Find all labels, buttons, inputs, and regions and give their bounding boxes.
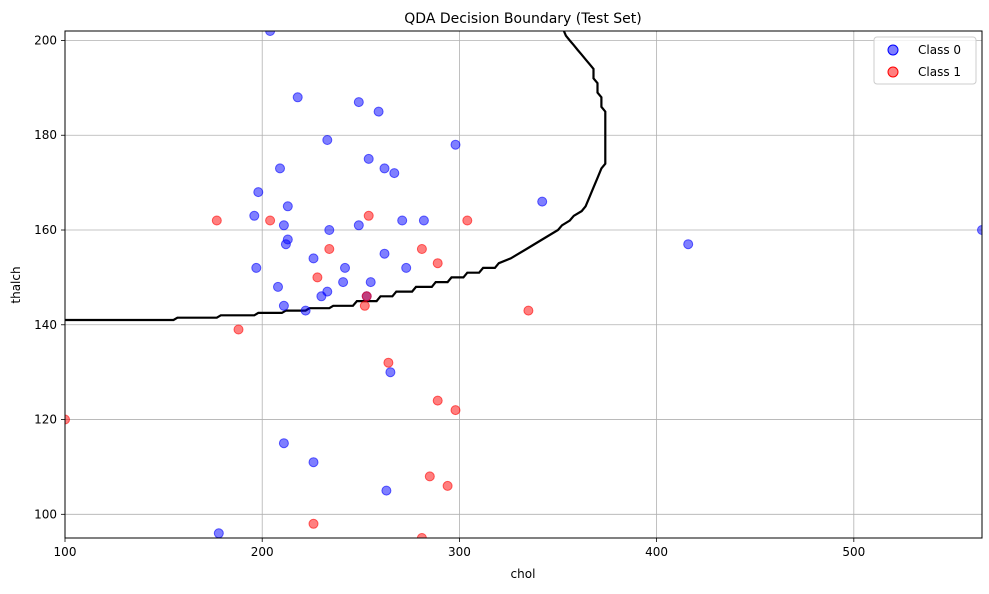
data-point-class-0	[278, 300, 289, 311]
data-point-class-0	[353, 97, 364, 108]
data-point-class-0	[251, 262, 262, 273]
plot-frame	[64, 30, 983, 539]
y-tick-label: 200	[34, 33, 57, 47]
x-tick-label: 400	[645, 545, 668, 559]
data-point-class-1	[233, 324, 244, 335]
data-point-class-1	[450, 405, 461, 416]
data-point-class-1	[359, 300, 370, 311]
data-point-class-0	[385, 367, 396, 378]
data-point-class-1	[416, 533, 427, 538]
data-point-class-1	[361, 291, 372, 302]
data-point-class-0	[275, 163, 285, 174]
data-point-class-1	[383, 357, 394, 368]
data-point-class-0	[338, 277, 349, 288]
data-point-class-0	[537, 196, 548, 207]
data-point-class-0	[278, 220, 289, 231]
data-point-class-1	[265, 215, 276, 226]
x-axis-label: chol	[511, 567, 536, 581]
data-point-class-1	[442, 480, 453, 491]
data-point-class-0	[308, 457, 319, 468]
legend: Class 0 Class 1	[873, 36, 977, 85]
data-point-class-0	[373, 106, 384, 117]
data-point-class-1	[462, 215, 473, 226]
x-tick-label: 100	[54, 545, 77, 559]
data-point-class-1	[432, 258, 443, 269]
data-point-class-0	[418, 215, 429, 226]
data-point-class-0	[249, 210, 260, 221]
data-point-class-0	[278, 438, 289, 449]
data-point-class-1	[523, 305, 534, 316]
grid	[64, 31, 982, 538]
y-tick-label: 180	[34, 128, 57, 142]
data-point-class-0	[316, 291, 327, 302]
points-layer	[65, 31, 982, 538]
y-tick-label: 160	[34, 223, 57, 237]
data-point-class-0	[282, 201, 293, 212]
y-tick-label: 100	[34, 507, 57, 521]
data-point-class-1	[424, 471, 435, 482]
data-point-class-1	[324, 244, 335, 254]
data-point-class-0	[353, 220, 364, 231]
data-point-class-0	[300, 305, 311, 316]
data-point-class-0	[977, 225, 982, 235]
data-point-class-0	[389, 168, 400, 179]
data-point-class-0	[324, 225, 335, 235]
data-point-class-1	[363, 210, 374, 221]
data-point-class-0	[683, 239, 694, 250]
data-point-class-1	[312, 272, 323, 283]
data-point-class-0	[397, 215, 408, 226]
legend-label-class-1: Class 1	[918, 65, 961, 79]
data-point-class-0	[363, 153, 374, 164]
legend-marker-class-1	[887, 66, 899, 78]
legend-marker-class-0	[887, 44, 899, 56]
data-point-class-0	[213, 528, 224, 538]
data-point-class-0	[450, 139, 461, 150]
data-point-class-0	[273, 281, 283, 292]
data-point-class-1	[65, 414, 70, 425]
data-point-class-1	[308, 518, 319, 529]
data-point-class-0	[265, 31, 276, 36]
y-tick-label: 120	[34, 413, 57, 427]
data-point-class-0	[322, 135, 333, 145]
data-point-class-1	[432, 395, 443, 406]
data-point-class-0	[253, 187, 264, 198]
data-point-class-1	[416, 244, 427, 254]
data-point-class-0	[381, 485, 392, 496]
data-point-class-0	[401, 262, 412, 273]
ticks: 100 200 300 400 500 100 120 140 160 180 200	[34, 33, 865, 559]
legend-label-class-0: Class 0	[918, 43, 961, 57]
data-point-class-0	[280, 239, 291, 250]
data-point-class-0	[379, 163, 390, 174]
data-point-class-0	[308, 253, 319, 264]
x-tick-label: 300	[448, 545, 471, 559]
x-tick-label: 500	[842, 545, 865, 559]
data-point-class-0	[365, 277, 376, 288]
y-tick-label: 140	[34, 318, 57, 332]
data-point-class-0	[379, 248, 390, 259]
chart-title: QDA Decision Boundary (Test Set)	[404, 11, 641, 27]
y-axis-label: thalch	[9, 266, 23, 303]
data-point-class-0	[340, 262, 350, 273]
legend-box	[873, 36, 977, 85]
data-point-class-1	[211, 215, 222, 226]
x-tick-label: 200	[251, 545, 274, 559]
data-point-class-0	[292, 92, 303, 103]
